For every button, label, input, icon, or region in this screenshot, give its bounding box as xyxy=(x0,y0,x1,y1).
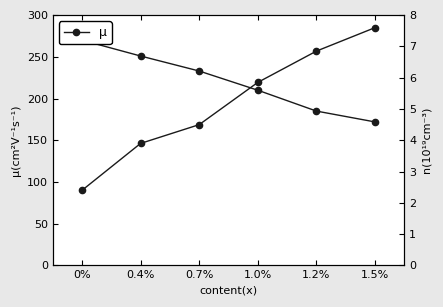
Line: μ: μ xyxy=(79,37,378,125)
X-axis label: content(x): content(x) xyxy=(199,286,257,296)
μ xyxy=(79,38,85,42)
Y-axis label: μ(cm²V⁻¹s⁻¹): μ(cm²V⁻¹s⁻¹) xyxy=(11,105,21,176)
μ xyxy=(138,54,143,58)
μ xyxy=(255,88,260,92)
Legend: μ: μ xyxy=(59,21,112,44)
μ xyxy=(314,109,319,113)
Y-axis label: n(10¹⁹cm⁻³): n(10¹⁹cm⁻³) xyxy=(422,107,432,173)
μ xyxy=(197,69,202,73)
μ xyxy=(373,120,378,124)
